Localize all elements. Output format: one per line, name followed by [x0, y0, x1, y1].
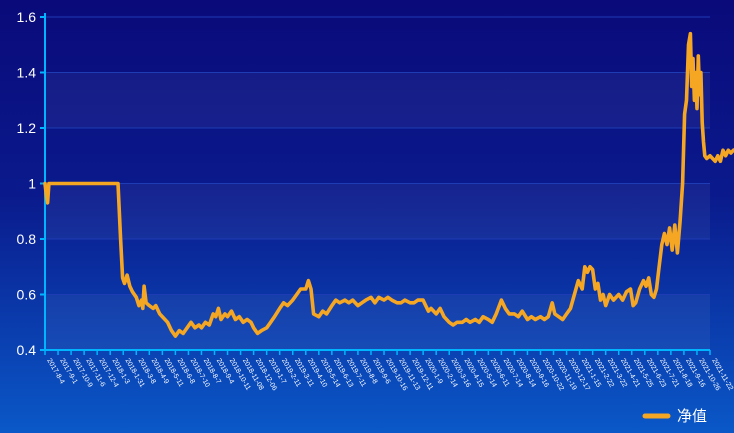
y-tick-label: 0.6 [17, 287, 37, 303]
legend-label-series-0: 净值 [677, 407, 707, 425]
y-tick-label: 0.4 [17, 342, 37, 358]
y-tick-label: 0.8 [17, 231, 37, 247]
axes [40, 13, 711, 355]
grid-band [45, 183, 710, 239]
y-tick-labels: 0.4 0.6 0.8 1 1.2 1.4 1.6 [17, 9, 37, 358]
x-tick-labels: 2017-8-42017-9-12017-10-92017-11-62017-1… [45, 358, 734, 393]
legend: 净值 [642, 407, 707, 425]
grid-band [45, 72, 710, 128]
grid-bands [45, 16, 710, 351]
y-tick-label: 1.6 [17, 9, 37, 25]
series-line-0 [43, 31, 734, 338]
series-lines [43, 31, 734, 338]
grid-band [45, 294, 710, 350]
y-tick-label: 1 [28, 176, 36, 192]
y-tick-label: 1.2 [17, 120, 37, 136]
y-tick-label: 1.4 [17, 65, 37, 81]
